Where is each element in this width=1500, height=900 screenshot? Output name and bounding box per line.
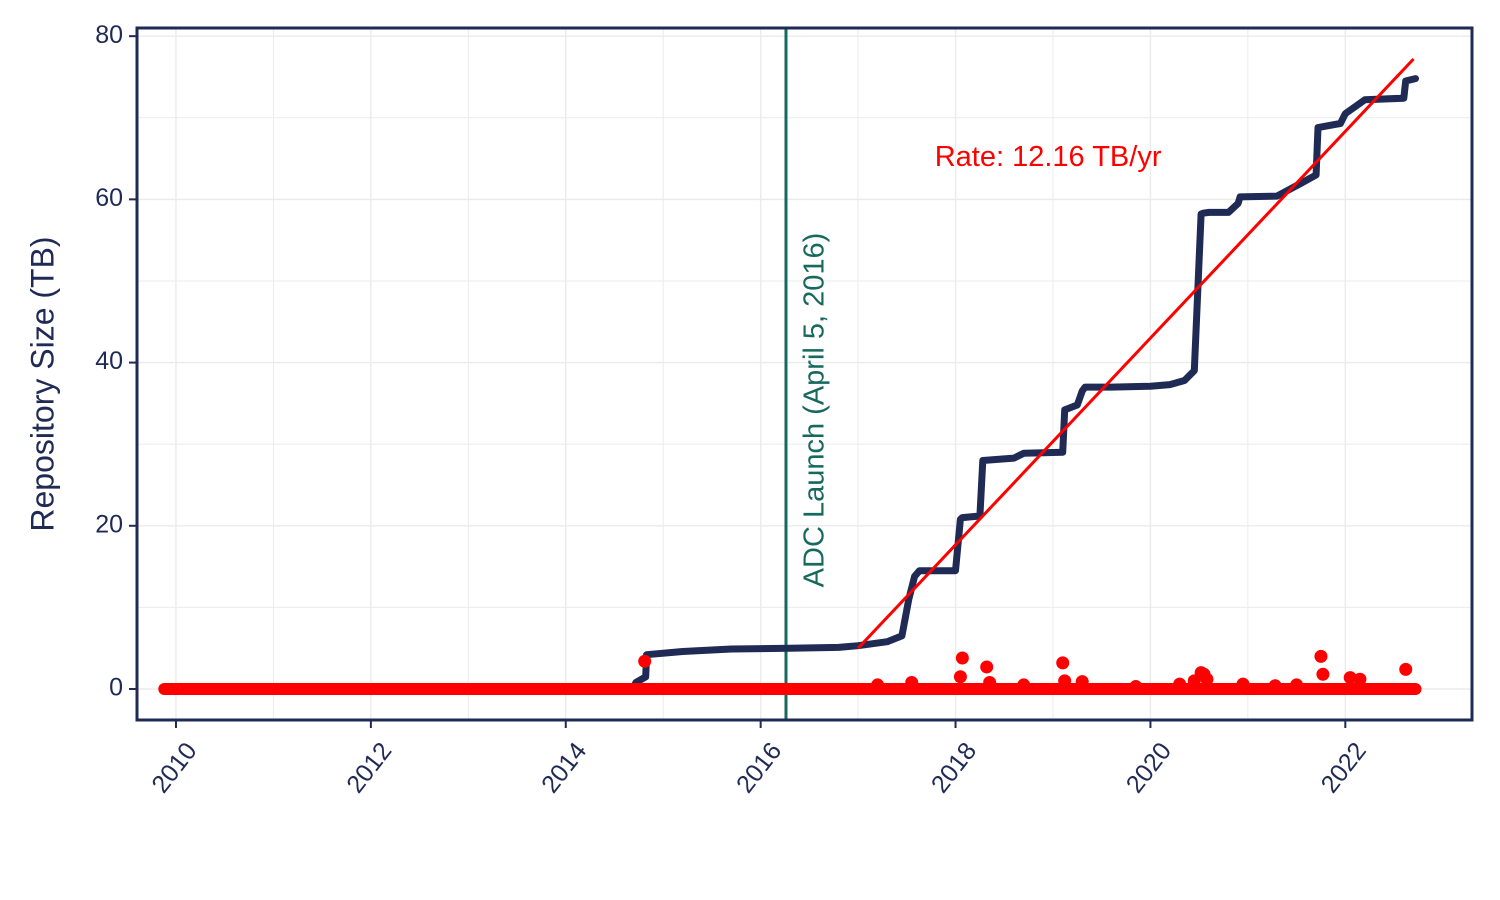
daily-point: [1200, 672, 1214, 686]
daily-point: [1314, 649, 1328, 663]
daily-point: [983, 675, 997, 689]
daily-point: [1187, 674, 1201, 688]
daily-point: [905, 675, 919, 689]
x-tick-label: 2020: [1121, 737, 1177, 798]
x-tick-label: 2022: [1316, 737, 1372, 798]
daily-point: [1399, 662, 1413, 676]
x-tick-label: 2014: [536, 737, 592, 798]
launch-label: ADC Launch (April 5, 2016): [799, 233, 831, 588]
y-tick-label: 60: [95, 184, 123, 212]
daily-point: [1236, 677, 1250, 691]
daily-point: [980, 660, 994, 674]
y-axis-title: Repository Size (TB): [24, 236, 60, 531]
cumulative-size-line: [160, 75, 1419, 691]
daily-point: [953, 670, 967, 684]
daily-point: [1316, 667, 1330, 681]
daily-point: [1017, 678, 1031, 692]
daily-point: [1290, 678, 1304, 692]
x-tick-label: 2018: [926, 737, 982, 798]
rate-label: Rate: 12.16 TB/yr: [935, 141, 1162, 173]
daily-point: [871, 678, 885, 692]
plot-panel: [137, 28, 1472, 720]
daily-point: [1343, 671, 1357, 685]
daily-point: [1268, 679, 1282, 693]
daily-point: [1058, 674, 1072, 688]
daily-point: [1129, 680, 1143, 694]
daily-point: [1353, 672, 1367, 686]
daily-points: [158, 649, 1422, 695]
daily-point: [1075, 675, 1089, 689]
y-tick-label: 40: [95, 347, 123, 375]
y-tick-label: 80: [95, 21, 123, 49]
trend-line: [857, 57, 1415, 650]
daily-point: [638, 654, 652, 668]
daily-points-baseline: [158, 682, 1422, 695]
x-tick-label: 2016: [731, 737, 787, 798]
daily-point: [955, 651, 969, 665]
plot-border: [135, 26, 1474, 722]
x-tick-label: 2012: [341, 737, 397, 798]
x-tick-label: 2010: [146, 737, 202, 798]
daily-point: [1056, 656, 1070, 670]
daily-point: [1173, 677, 1187, 691]
y-tick-label: 20: [95, 510, 123, 538]
y-tick-label: 0: [109, 674, 123, 702]
